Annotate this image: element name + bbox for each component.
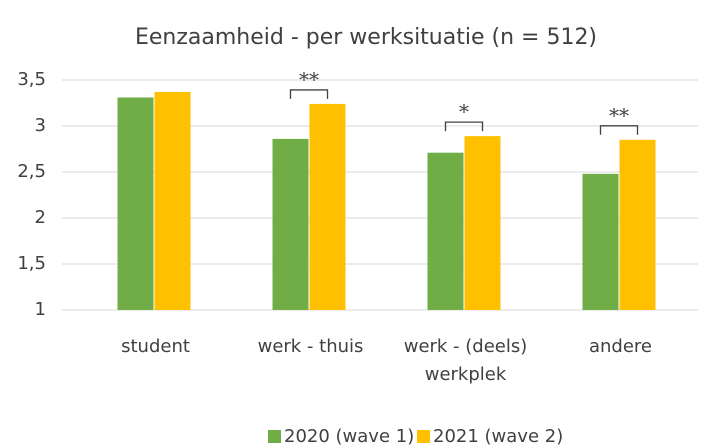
y-tick-label: 1	[35, 299, 46, 320]
bar	[427, 152, 464, 310]
bar	[619, 139, 656, 310]
bar	[582, 173, 619, 310]
significance-bracket	[289, 89, 329, 99]
legend-label: 2021 (wave 2)	[433, 426, 563, 447]
bar	[272, 138, 309, 310]
chart-title: Eenzaamheid - per werksituatie (n = 512)	[135, 25, 597, 50]
bar	[154, 91, 191, 311]
y-tick-label: 1,5	[17, 253, 46, 274]
significance-bracket	[599, 125, 639, 135]
y-tick-label: 2	[35, 207, 46, 228]
significance-label: **	[609, 103, 629, 127]
legend-label: 2020 (wave 1)	[284, 426, 414, 447]
y-tick-label: 3,5	[17, 69, 46, 90]
x-tick-label: andere	[588, 336, 653, 357]
significance-bracket	[444, 121, 484, 132]
y-tick-label: 2,5	[17, 161, 46, 182]
x-tick-label: werk - (deels) werkplek	[403, 336, 528, 385]
significance-label: **	[299, 67, 319, 91]
significance-label: *	[459, 100, 469, 124]
bar	[117, 97, 154, 310]
legend-swatch	[417, 430, 430, 443]
x-tick-label: werk - thuis	[257, 336, 364, 357]
y-tick-label: 3	[35, 115, 46, 136]
bar	[309, 103, 346, 310]
x-tick-label: student	[121, 336, 190, 357]
legend-swatch	[268, 430, 281, 443]
bar	[464, 136, 501, 310]
